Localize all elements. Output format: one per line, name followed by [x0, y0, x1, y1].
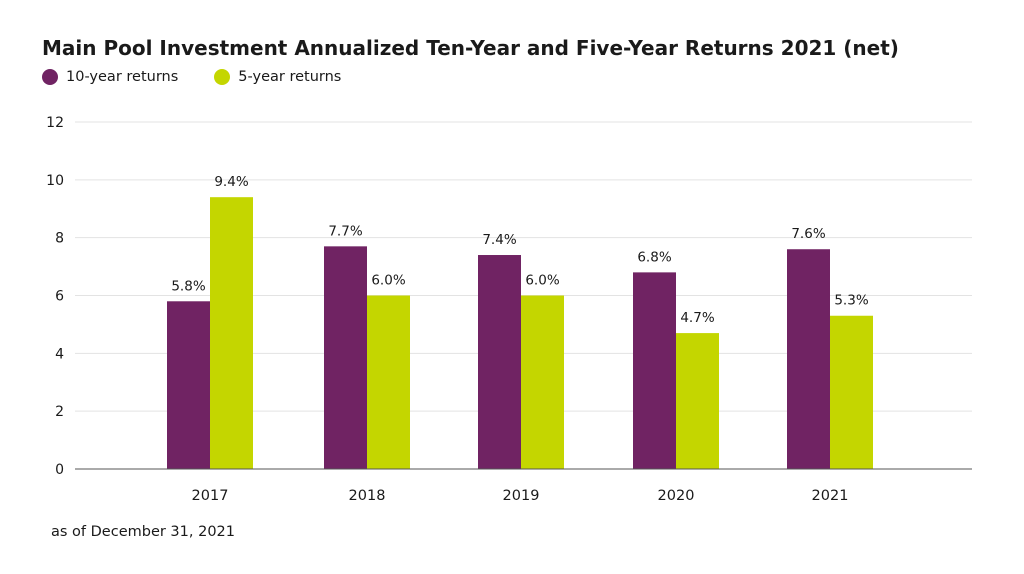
y-tick-label: 2	[55, 404, 64, 420]
legend-item-5-year: 5-year returns	[214, 69, 341, 85]
data-label: 9.4%	[214, 174, 248, 190]
data-label: 6.0%	[525, 273, 559, 289]
bar	[830, 315, 873, 469]
x-tick-label: 2020	[658, 488, 695, 504]
data-label: 7.4%	[482, 232, 516, 248]
bar	[210, 197, 253, 469]
bar	[478, 255, 521, 469]
y-tick-label: 0	[55, 462, 64, 478]
legend-label-10-year: 10-year returns	[66, 69, 179, 85]
x-tick-label: 2017	[192, 488, 229, 504]
data-label: 7.6%	[791, 226, 825, 242]
chart-title: Main Pool Investment Annualized Ten-Year…	[42, 36, 899, 60]
x-tick-label: 2021	[812, 488, 849, 504]
bar	[676, 333, 719, 469]
bar	[367, 295, 410, 469]
y-tick-label: 12	[46, 115, 64, 131]
legend-swatch-5-year	[214, 69, 231, 85]
bar	[633, 272, 676, 469]
legend-label-5-year: 5-year returns	[238, 69, 342, 85]
y-tick-label: 6	[55, 289, 64, 305]
data-label: 6.8%	[637, 249, 671, 265]
legend-item-10-year: 10-year returns	[42, 69, 178, 85]
bar	[787, 249, 830, 469]
data-label: 7.7%	[328, 223, 362, 239]
legend: 10-year returns 5-year returns	[42, 69, 377, 85]
data-label: 4.7%	[680, 310, 714, 326]
data-label: 5.8%	[171, 278, 205, 294]
data-label: 5.3%	[834, 293, 868, 309]
x-tick-label: 2019	[503, 488, 540, 504]
y-tick-label: 10	[46, 173, 64, 189]
legend-swatch-10-year	[42, 69, 58, 85]
footnote: as of December 31, 2021	[51, 524, 236, 540]
x-tick-label: 2018	[349, 488, 386, 504]
y-tick-label: 4	[55, 346, 64, 362]
bar	[521, 295, 564, 469]
data-label: 6.0%	[371, 273, 405, 289]
y-tick-label: 8	[55, 231, 64, 247]
bar	[167, 301, 210, 469]
bar	[324, 246, 367, 469]
